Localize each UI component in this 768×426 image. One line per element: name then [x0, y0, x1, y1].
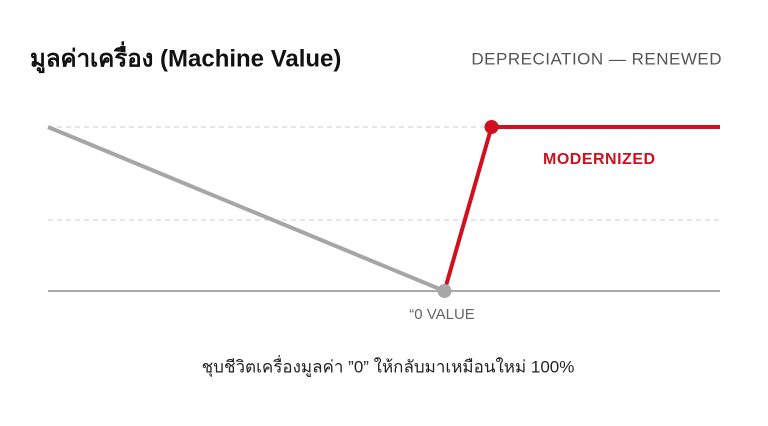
point-marker: [484, 120, 499, 134]
caption: ชุบชีวิตเครื่องมูลค่า ”0” ให้กลับมาเหมือ…: [202, 354, 575, 377]
annotation: “0 VALUE: [409, 306, 475, 323]
chart-title: มูลค่าเครื่อง (Machine Value): [30, 40, 341, 73]
line-series: [47, 125, 446, 293]
point-marker: [437, 284, 452, 298]
plot: [47, 120, 720, 298]
annotation: MODERNIZED: [543, 151, 656, 168]
chart-subtitle: DEPRECIATION — RENEWED: [471, 49, 722, 68]
